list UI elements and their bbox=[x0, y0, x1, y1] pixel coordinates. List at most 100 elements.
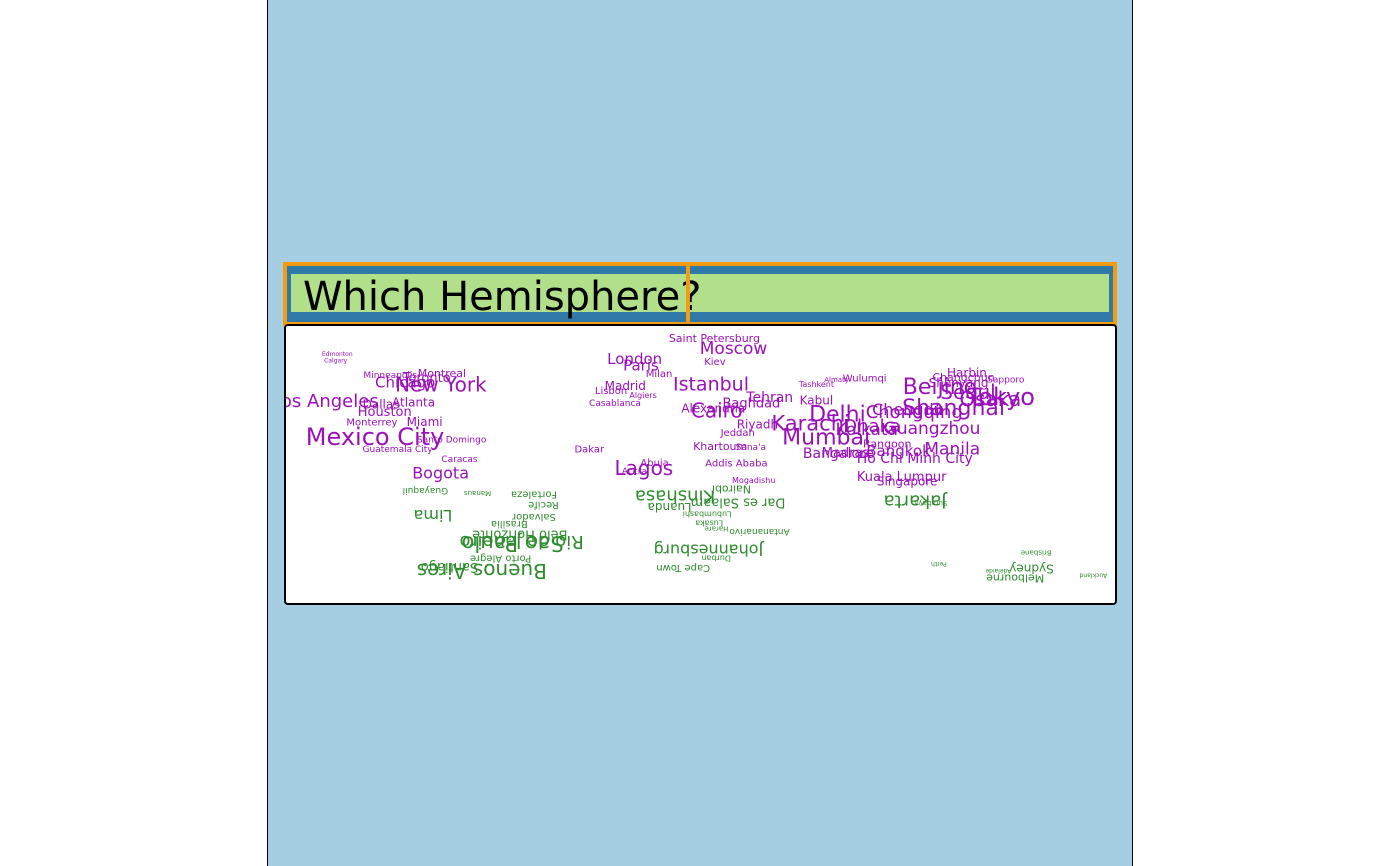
city-label-north-25: Kabul bbox=[800, 394, 834, 408]
city-label-north-30: Mumbai bbox=[782, 426, 870, 451]
city-label-south-1: Guayaquil bbox=[403, 485, 448, 495]
city-label-north-6: Istanbul bbox=[673, 374, 749, 396]
city-label-north-38: Kuala Lumpur bbox=[857, 470, 947, 485]
city-label-north-24: Accra bbox=[622, 467, 647, 477]
city-label-north-14: Tehran bbox=[745, 390, 793, 406]
city-label-north-41: Wulumqi bbox=[843, 373, 887, 384]
city-label-south-20: Antananarivo bbox=[729, 526, 790, 536]
city-label-south-21: Johannesburg bbox=[654, 541, 765, 560]
city-label-south-7: Belo Horizonte bbox=[472, 526, 567, 541]
city-label-north-57: New York bbox=[395, 372, 487, 396]
city-label-north-0: Saint Petersburg bbox=[669, 332, 760, 345]
city-label-north-13: Baghdad bbox=[722, 397, 780, 412]
map-panel: Saint Petersburg Moscow London Paris Madrid L… bbox=[284, 324, 1117, 605]
city-label-north-64: Mexico City bbox=[306, 423, 444, 451]
city-label-north-17: Khartoum bbox=[693, 440, 747, 453]
city-label-north-1: Moscow bbox=[700, 339, 768, 359]
city-label-north-53: Sapporo bbox=[987, 376, 1025, 386]
city-label-north-31: Bangalore bbox=[803, 446, 874, 462]
city-label-south-5: Salvador bbox=[511, 511, 556, 522]
city-label-north-2: London bbox=[607, 350, 662, 368]
city-label-north-67: Bogota bbox=[412, 463, 469, 482]
city-label-south-19: Harare bbox=[705, 525, 729, 533]
city-label-south-17: Lubumbashi bbox=[683, 509, 732, 518]
city-label-north-5: Lisbon bbox=[595, 386, 627, 397]
city-label-north-4: Madrid bbox=[605, 379, 646, 393]
city-label-south-16: Dar es Salaam bbox=[691, 494, 786, 509]
city-label-north-69: Minneapolis bbox=[363, 371, 417, 381]
city-label-south-28: Sydney bbox=[1009, 561, 1053, 575]
city-label-south-25: Surabaya bbox=[914, 499, 947, 507]
city-label-north-68: Caracas bbox=[441, 455, 477, 465]
city-label-north-56: Chicago bbox=[375, 374, 435, 392]
city-label-south-29: Melbourne bbox=[986, 571, 1044, 584]
city-label-south-4: Recife bbox=[528, 499, 559, 510]
city-label-north-36: Bangkok bbox=[866, 442, 931, 460]
city-label-south-13: Kinshasa bbox=[635, 486, 715, 507]
city-label-north-15: Riyadh bbox=[737, 417, 778, 431]
city-label-north-18: Sana'a bbox=[736, 443, 766, 453]
city-label-south-8: Rio de Janeiro bbox=[459, 531, 583, 552]
city-label-north-54: Montreal bbox=[418, 367, 466, 380]
city-label-north-21: Dakar bbox=[574, 444, 605, 455]
city-label-north-60: Atlanta bbox=[392, 396, 435, 410]
city-label-north-23: Lagos bbox=[614, 456, 673, 480]
city-label-south-23: Cape Town bbox=[656, 562, 710, 573]
city-label-south-10: Porto Alegre bbox=[470, 552, 531, 563]
city-label-north-19: Addis Ababa bbox=[705, 458, 767, 469]
city-label-north-34: Dhaka bbox=[843, 416, 900, 437]
city-label-north-66: Santo Domingo bbox=[417, 436, 487, 446]
city-label-north-50: Seoul bbox=[940, 380, 995, 404]
city-label-map: Saint PetersburgMoscowLondonParisMadridL… bbox=[286, 332, 1107, 584]
city-label-north-9: Algiers bbox=[629, 391, 656, 400]
city-label-north-29: Delhi bbox=[809, 402, 866, 427]
city-label-north-51: Osaka bbox=[959, 387, 1021, 411]
city-label-north-52: Tokyo bbox=[967, 383, 1035, 411]
city-label-north-43: Chengdu bbox=[872, 400, 944, 419]
city-label-north-39: Singapore bbox=[877, 474, 938, 488]
title-box: Which Hemisphere? bbox=[291, 274, 1109, 319]
city-label-north-42: Chongqing bbox=[866, 402, 963, 423]
chart-title: Which Hemisphere? bbox=[303, 274, 702, 320]
city-label-south-12: Buenos Aires bbox=[417, 559, 547, 583]
city-label-north-27: Almaty bbox=[824, 376, 849, 384]
city-label-north-35: Rangoon bbox=[863, 437, 912, 450]
city-label-north-59: Dallas bbox=[363, 398, 400, 412]
city-label-north-10: Casablanca bbox=[589, 399, 641, 409]
city-label-north-70: Edmonton bbox=[322, 351, 353, 358]
city-label-south-22: Durban bbox=[701, 554, 731, 563]
city-label-south-15: Nairobi bbox=[712, 482, 751, 495]
city-label-north-28: Karachi bbox=[771, 411, 849, 435]
city-label-south-24: Jakarta bbox=[884, 490, 948, 511]
city-label-south-0: Lima bbox=[414, 506, 453, 525]
city-label-south-14: Luanda bbox=[648, 500, 692, 514]
city-label-north-47: Harbin bbox=[947, 366, 987, 380]
city-label-north-33: Kolkata bbox=[836, 420, 898, 440]
city-label-north-11: Cairo bbox=[691, 399, 743, 423]
city-label-south-11: Santiago bbox=[421, 559, 478, 574]
city-label-north-55: Toronto bbox=[402, 371, 451, 386]
facet-strip: Which Hemisphere? bbox=[283, 262, 1117, 326]
city-label-north-7: Kiev bbox=[704, 357, 725, 368]
city-label-south-31: Auckland bbox=[1079, 571, 1107, 578]
city-label-north-49: Shenyang bbox=[929, 376, 989, 390]
city-label-north-12: Alexandria bbox=[681, 402, 745, 416]
city-label-north-3: Paris bbox=[623, 356, 659, 374]
city-label-north-45: Shanghai bbox=[902, 396, 1005, 421]
city-label-south-26: Perth bbox=[931, 560, 947, 567]
city-label-north-71: Calgary bbox=[324, 357, 347, 364]
city-label-north-44: Guangzhou bbox=[884, 419, 981, 439]
city-label-south-18: Lusaka bbox=[695, 518, 723, 527]
city-label-north-22: Abuja bbox=[640, 458, 668, 469]
city-label-north-63: Monterrey bbox=[346, 418, 397, 429]
city-label-north-61: Houston bbox=[358, 405, 412, 420]
city-label-north-65: Guatemala City bbox=[363, 445, 434, 455]
city-label-north-8: Milan bbox=[646, 369, 673, 380]
city-label-north-40: Manila bbox=[924, 440, 980, 460]
city-label-north-32: Madras bbox=[822, 446, 870, 461]
city-label-north-48: Changchun bbox=[932, 371, 994, 384]
city-label-south-3: Fortaleza bbox=[511, 488, 557, 499]
city-label-north-16: Jeddah bbox=[720, 428, 755, 439]
city-label-south-6: Brasilia bbox=[491, 518, 528, 529]
city-label-north-46: Beijing bbox=[903, 375, 978, 400]
